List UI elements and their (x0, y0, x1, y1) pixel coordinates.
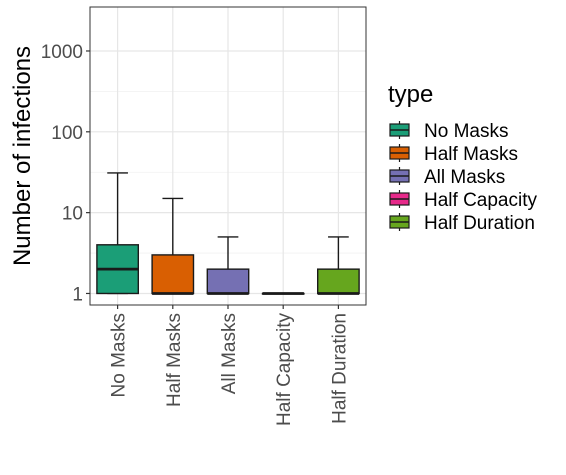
y-tick-label: 100 (51, 123, 83, 144)
legend-item: Half Capacity (389, 190, 537, 211)
box-all-masks (206, 236, 250, 295)
y-axis-title: Number of infections (9, 46, 36, 266)
box-half-masks (151, 197, 195, 295)
x-tick-label: Half Capacity (274, 313, 295, 426)
y-tick-label: 10 (62, 204, 83, 225)
legend-title: type (388, 81, 433, 108)
legend-item: No Masks (389, 121, 508, 142)
box-half-duration (317, 236, 360, 295)
legend-item: All Masks (389, 167, 505, 188)
y-axis-ticks: 1 10 100 1000 (41, 42, 90, 305)
legend-label: All Masks (424, 167, 505, 188)
legend-item: Half Masks (389, 144, 518, 165)
x-tick-label: Half Masks (164, 313, 185, 407)
box-body (206, 268, 250, 295)
box-half-capacity (261, 292, 305, 295)
boxes (96, 172, 360, 295)
x-tick-label: All Masks (219, 313, 240, 394)
legend-label: Half Masks (424, 144, 518, 165)
legend-label: No Masks (424, 121, 508, 142)
box-no-masks (96, 172, 140, 295)
box-body (317, 268, 360, 295)
x-tick-label: Half Duration (329, 313, 350, 424)
legend-label: Half Capacity (424, 190, 537, 211)
y-tick-label: 1000 (41, 42, 83, 63)
x-tick-label: No Masks (109, 313, 130, 397)
legend-item: Half Duration (389, 213, 535, 234)
x-axis-ticks: No Masks Half Masks All Masks Half Capacity… (109, 305, 350, 426)
legend-label: Half Duration (424, 213, 535, 234)
y-tick-label: 1 (72, 284, 83, 305)
box-body (151, 254, 195, 295)
